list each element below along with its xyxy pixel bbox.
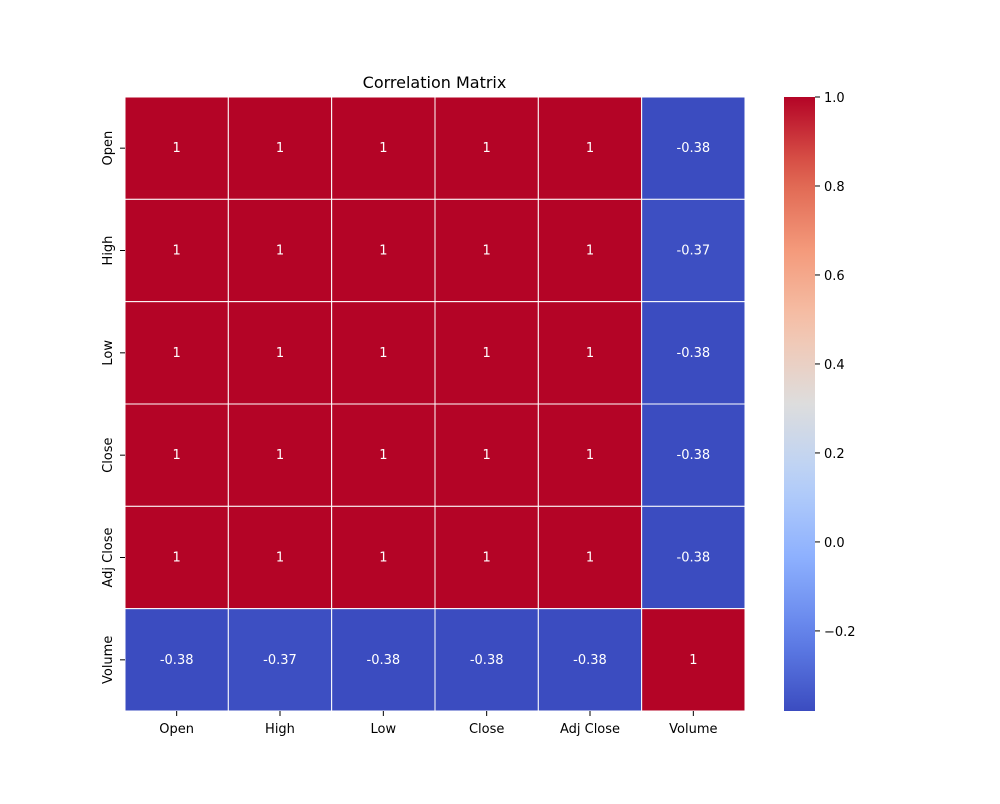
cell-value-label: -0.38 [573, 653, 607, 668]
cell-value-label: 1 [689, 653, 697, 668]
heatmap-cell [537, 403, 643, 507]
colorbar-tick-label: 0.4 [824, 358, 845, 373]
cell-value-label: 1 [173, 244, 181, 259]
cell-value-label: 1 [483, 244, 491, 259]
heatmap-cell [331, 505, 436, 610]
heatmap-cell [641, 505, 746, 610]
heatmap-cell [641, 301, 746, 405]
heatmap-cell [641, 96, 746, 200]
cell-value-label: 1 [586, 346, 594, 361]
cell-value-label: 1 [586, 551, 594, 566]
heatmap-cell [537, 96, 643, 200]
y-tick-label: Close [101, 437, 116, 472]
heatmap-cell [227, 198, 333, 303]
cell-value-label: -0.38 [677, 346, 711, 361]
x-tick-label: High [265, 722, 295, 737]
x-tick-label: Volume [669, 722, 717, 737]
cell-value-label: 1 [586, 448, 594, 463]
heatmap-cell [537, 301, 643, 405]
heatmap-cell [641, 403, 746, 507]
cell-value-label: 1 [586, 141, 594, 156]
cell-value-label: 1 [276, 448, 284, 463]
heatmap-cell [641, 198, 746, 303]
heatmap-cell [124, 96, 229, 200]
x-tick-label: Close [469, 722, 504, 737]
heatmap-cell [227, 96, 333, 200]
colorbar-tick-label: 0.8 [824, 180, 845, 195]
cell-value-label: -0.38 [470, 653, 504, 668]
cell-value-label: -0.38 [160, 653, 194, 668]
heatmap-cell [641, 608, 746, 712]
heatmap-cell [434, 505, 539, 610]
cell-value-label: 1 [379, 141, 387, 156]
cell-value-label: -0.37 [263, 653, 297, 668]
colorbar-tick-label: 0.0 [824, 536, 845, 551]
cell-value-label: 1 [483, 448, 491, 463]
x-tick-label: Open [159, 722, 194, 737]
cell-value-label: 1 [276, 244, 284, 259]
heatmap-cell [537, 608, 643, 712]
cell-value-label: -0.38 [677, 551, 711, 566]
cell-value-label: 1 [276, 141, 284, 156]
heatmap-cell [434, 301, 539, 405]
cell-value-label: -0.37 [677, 244, 711, 259]
cell-value-label: 1 [379, 551, 387, 566]
cell-value-label: -0.38 [367, 653, 401, 668]
cell-value-label: -0.38 [677, 141, 711, 156]
cell-value-label: 1 [379, 244, 387, 259]
colorbar-tick-label: 1.0 [824, 91, 845, 106]
colorbar-tick-label: 0.2 [824, 447, 845, 462]
chart-title: Correlation Matrix [363, 73, 507, 92]
heatmap-cell [227, 301, 333, 405]
cell-value-label: 1 [173, 141, 181, 156]
y-tick-label: Open [101, 131, 116, 166]
heatmap-cell [331, 301, 436, 405]
y-tick-label: Adj Close [101, 527, 116, 587]
heatmap-cell [227, 403, 333, 507]
cell-value-label: 1 [483, 141, 491, 156]
cell-value-label: 1 [379, 448, 387, 463]
colorbar [784, 97, 815, 711]
cell-value-label: 1 [173, 448, 181, 463]
heatmap-cell [124, 301, 229, 405]
heatmap-cell [434, 403, 539, 507]
heatmap-cell [537, 505, 643, 610]
cell-value-label: 1 [586, 244, 594, 259]
heatmap-cell [124, 403, 229, 507]
y-tick-label: High [101, 236, 116, 266]
heatmap-cell [124, 505, 229, 610]
heatmap-cell [434, 96, 539, 200]
colorbar-tick-label: −0.2 [824, 625, 856, 640]
heatmap-cell [331, 96, 436, 200]
y-tick-label: Low [101, 340, 116, 366]
heatmap-cell [434, 198, 539, 303]
cell-value-label: 1 [173, 346, 181, 361]
colorbar-tick-label: 0.6 [824, 269, 845, 284]
x-tick-label: Adj Close [560, 722, 620, 737]
x-tick-label: Low [371, 722, 397, 737]
cell-value-label: 1 [483, 346, 491, 361]
cell-value-label: 1 [379, 346, 387, 361]
heatmap-cell [331, 403, 436, 507]
cell-value-label: -0.38 [677, 448, 711, 463]
cell-value-label: 1 [276, 551, 284, 566]
cell-value-label: 1 [173, 551, 181, 566]
heatmap-cell [124, 608, 229, 712]
y-tick-label: Volume [101, 636, 116, 684]
cell-value-label: 1 [276, 346, 284, 361]
cell-value-label: 1 [483, 551, 491, 566]
